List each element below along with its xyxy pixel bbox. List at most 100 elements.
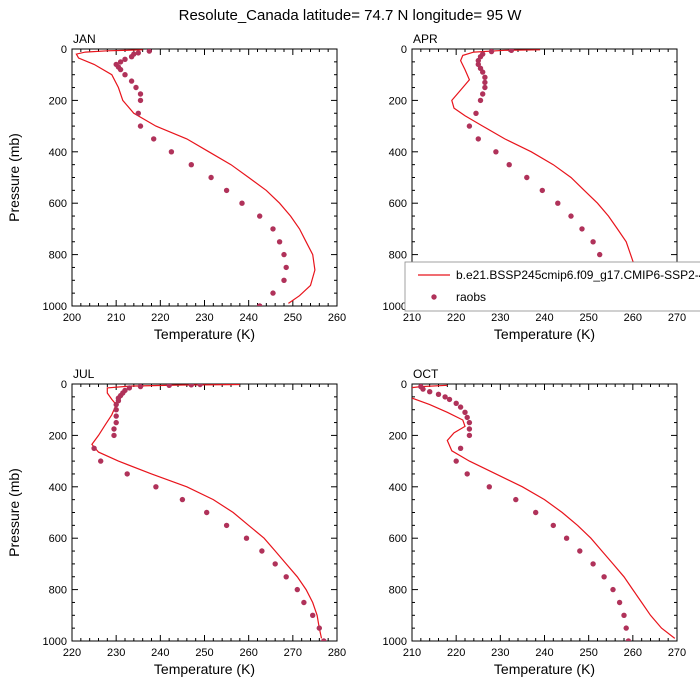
y-tick-label: 600 [49, 533, 67, 545]
raobs-point [276, 239, 283, 245]
raobs-point [166, 384, 172, 388]
raobs-point [466, 123, 473, 129]
x-tick-label: 240 [535, 647, 553, 659]
raobs-point [597, 251, 603, 258]
raobs-point [480, 91, 486, 97]
raobs-point [133, 84, 139, 91]
raobs-point [480, 69, 486, 75]
raobs-point [506, 162, 512, 168]
y-tick-label: 0 [401, 44, 407, 56]
raobs-point [204, 509, 210, 516]
raobs-point [239, 200, 245, 206]
raobs-point [111, 432, 117, 439]
x-tick-label: 220 [151, 312, 169, 324]
model-profile-line [451, 49, 636, 304]
raobs-point [486, 484, 492, 490]
raobs-point [555, 200, 561, 206]
raobs-point [281, 277, 287, 283]
x-tick-label: 230 [195, 312, 213, 324]
raobs-point [457, 404, 464, 410]
y-tick-label: 1000 [383, 636, 407, 648]
legend: b.e21.BSSP245cmip6.f09_g17.CMIP6-SSP2-4.… [404, 261, 700, 312]
raobs-point [188, 162, 194, 168]
raobs-point [508, 49, 515, 53]
panel-title: JUL [73, 367, 95, 381]
y-tick-label: 600 [389, 198, 407, 210]
plot-frame [411, 383, 678, 642]
raobs-point [533, 509, 539, 516]
raobs-point [257, 213, 263, 219]
x-tick-label: 220 [447, 312, 465, 324]
raobs-point [321, 638, 327, 641]
raobs-point [462, 409, 468, 415]
raobs-point [272, 561, 278, 567]
raobs-point [294, 586, 300, 593]
raobs-point [453, 400, 459, 406]
raobs-point [98, 458, 104, 464]
x-tick-label: 240 [151, 647, 169, 659]
x-tick-label: 260 [624, 647, 642, 659]
y-tick-label: 1000 [43, 301, 67, 313]
raobs-point [153, 484, 159, 490]
x-tick-label: 250 [284, 312, 302, 324]
raobs-point [283, 264, 289, 271]
raobs-point [301, 599, 307, 606]
x-tick-label: 240 [239, 312, 257, 324]
y-tick-label: 800 [49, 250, 67, 262]
raobs-point [457, 445, 464, 451]
raobs-point [168, 149, 175, 155]
y-axis-label: Pressure (mb) [6, 133, 22, 222]
panel-jul: 220 230 240 250 260 270 280 0 200 400 600 800 1000 JU… [6, 367, 346, 677]
raobs-point [513, 496, 519, 503]
raobs-point [126, 385, 133, 391]
raobs-point [568, 213, 574, 219]
raobs-point [146, 49, 152, 54]
raobs-point [475, 57, 481, 64]
raobs-point [420, 386, 426, 392]
legend-model-label: b.e21.BSSP245cmip6.f09_g17.CMIP6-SSP2-4.… [456, 268, 700, 282]
y-tick-label: 1000 [383, 301, 407, 313]
x-tick-label: 240 [535, 312, 553, 324]
raobs-point [270, 290, 276, 296]
y-tick-label: 1000 [43, 636, 67, 648]
raobs-point [270, 226, 276, 232]
y-tick-label: 200 [49, 430, 67, 442]
raobs-point [625, 638, 632, 641]
raobs-point [197, 384, 203, 388]
raobs-point [137, 97, 144, 104]
raobs-point [135, 110, 141, 117]
raobs-point [466, 426, 473, 432]
y-tick-label: 200 [49, 95, 67, 107]
y-tick-label: 400 [49, 147, 67, 159]
raobs-point [453, 458, 459, 464]
x-tick-label: 270 [668, 312, 686, 324]
x-tick-label: 210 [403, 647, 421, 659]
panel-title: JAN [73, 32, 96, 46]
raobs-point [539, 187, 545, 194]
x-tick-label: 260 [328, 312, 346, 324]
raobs-point [223, 187, 230, 194]
x-tick-label: 250 [195, 647, 213, 659]
raobs-point [464, 414, 470, 421]
raobs-point [446, 396, 453, 403]
raobs-point [113, 413, 119, 419]
model-profile-line [412, 384, 676, 639]
raobs-point [117, 59, 124, 65]
x-tick-label: 260 [239, 647, 257, 659]
x-tick-label: 230 [107, 647, 125, 659]
x-tick-label: 230 [491, 647, 509, 659]
y-tick-label: 800 [389, 585, 407, 597]
model-profile-line [91, 384, 323, 639]
x-tick-label: 210 [107, 312, 125, 324]
legend-box [404, 261, 700, 312]
panel-title: APR [413, 32, 438, 46]
y-tick-label: 400 [49, 482, 67, 494]
raobs-point [113, 407, 119, 413]
raobs-point [135, 50, 141, 56]
y-tick-label: 200 [389, 95, 407, 107]
y-tick-label: 800 [389, 250, 407, 262]
raobs-point [122, 72, 128, 78]
x-axis-label: Temperature (K) [494, 326, 595, 342]
x-tick-label: 220 [447, 647, 465, 659]
x-tick-label: 260 [624, 312, 642, 324]
